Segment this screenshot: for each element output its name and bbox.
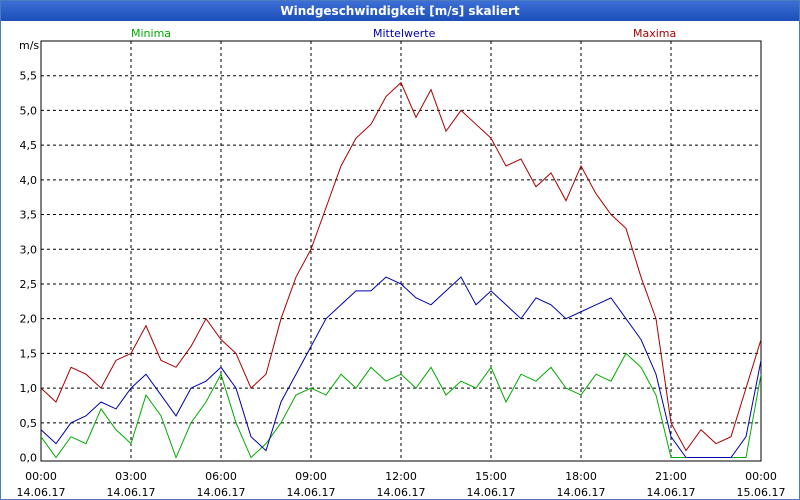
x-tick-date: 14.06.17 [107,486,156,499]
y-tick-label: 1,0 [20,382,38,395]
legend-maxima: Maxima [633,27,676,40]
x-tick-time: 03:00 [115,470,147,483]
x-tick-date: 14.06.17 [377,486,426,499]
y-tick-label: 1,5 [20,347,38,360]
x-tick-time: 12:00 [385,470,417,483]
x-tick-time: 21:00 [655,470,687,483]
legend-mittelwerte: Mittelwerte [373,27,436,40]
y-tick-label: 5,0 [20,104,38,117]
series-group [40,81,762,459]
y-axis-label: m/s [19,39,39,52]
y-tick-label: 2,0 [20,313,38,326]
grid [41,41,761,461]
series-line-maxima [40,81,762,452]
x-tick-date: 14.06.17 [467,486,516,499]
x-tick-time: 15:00 [475,470,507,483]
x-axis: 00:00 14.06.17 03:00 14.06.17 06:00 14.06.17 0… [17,470,786,499]
x-tick-time: 00:00 [25,470,57,483]
y-tick-label: 5,5 [20,70,38,83]
x-tick-time: 06:00 [205,470,237,483]
y-tick-label: 3,0 [20,243,38,256]
x-tick-date: 14.06.17 [17,486,66,499]
window-title: Windgeschwindigkeit [m/s] skaliert [1,1,799,21]
series-line-minima [40,352,762,459]
series-line-mittelwerte [40,276,762,459]
x-tick-date: 14.06.17 [557,486,606,499]
y-tick-label: 4,0 [20,174,38,187]
y-axis: 0,0 0,5 1,0 1,5 2,0 2,5 3,0 3,5 4,0 4,5 5,0 5,5 [20,70,38,465]
legend-minima: Minima [131,27,171,40]
x-tick-date: 14.06.17 [647,486,696,499]
x-tick-time: 09:00 [295,470,327,483]
x-tick-time: 00:00 [745,470,777,483]
x-tick-date: 14.06.17 [287,486,336,499]
y-tick-label: 3,5 [20,209,38,222]
x-tick-date: 15.06.17 [737,486,786,499]
x-tick-time: 18:00 [565,470,597,483]
y-tick-label: 4,5 [20,139,38,152]
y-tick-label: 2,5 [20,278,38,291]
y-tick-label: 0,5 [20,417,38,430]
x-tick-date: 14.06.17 [197,486,246,499]
y-tick-label: 0,0 [20,452,38,465]
